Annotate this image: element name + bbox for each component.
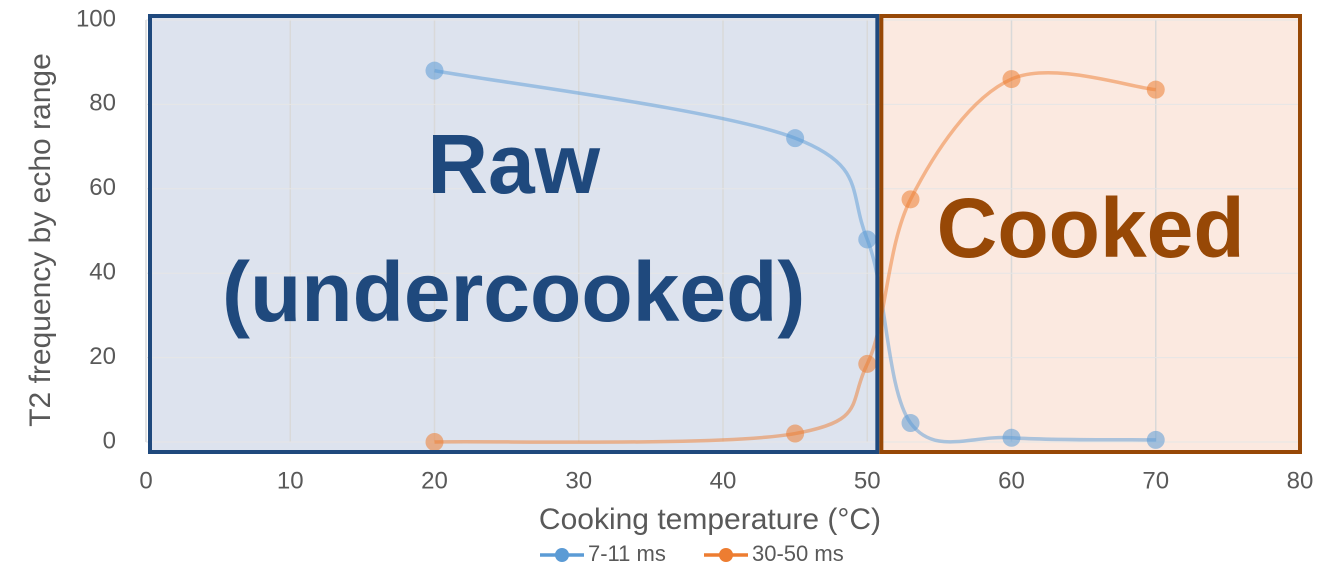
region-label: (undercooked) xyxy=(222,245,805,339)
data-point xyxy=(425,61,444,80)
data-point xyxy=(1002,428,1021,447)
region-box xyxy=(148,14,880,454)
data-point xyxy=(786,424,805,443)
data-point xyxy=(901,190,920,209)
x-tick-label: 40 xyxy=(710,467,737,494)
x-tick-label: 50 xyxy=(854,467,881,494)
data-point xyxy=(1002,70,1021,89)
x-tick-label: 0 xyxy=(139,467,152,494)
region-label: Raw xyxy=(427,117,600,211)
y-tick-label: 0 xyxy=(103,427,116,454)
x-tick-label: 70 xyxy=(1142,467,1169,494)
x-tick-label: 80 xyxy=(1287,467,1314,494)
legend-label: 30-50 ms xyxy=(752,541,844,566)
x-tick-label: 60 xyxy=(998,467,1025,494)
y-axis-title: T2 frequency by echo range xyxy=(24,53,57,427)
y-tick-label: 40 xyxy=(89,259,116,286)
legend-marker xyxy=(719,548,733,562)
x-tick-label: 30 xyxy=(565,467,592,494)
x-tick-label: 20 xyxy=(421,467,448,494)
data-point xyxy=(858,354,877,373)
region-fill xyxy=(881,16,1300,452)
data-point xyxy=(1146,430,1165,449)
data-point xyxy=(901,414,920,433)
y-tick-label: 100 xyxy=(76,5,116,32)
region-label: Cooked xyxy=(937,181,1245,275)
y-tick-label: 20 xyxy=(89,343,116,370)
y-tick-label: 80 xyxy=(89,90,116,117)
x-tick-label: 10 xyxy=(277,467,304,494)
region-fill xyxy=(150,16,878,452)
x-axis-title: Cooking temperature (°C) xyxy=(539,503,881,536)
data-point xyxy=(425,433,444,451)
region-box xyxy=(879,14,1302,454)
legend-label: 7-11 ms xyxy=(588,541,666,566)
data-point xyxy=(786,129,805,148)
data-point xyxy=(858,230,877,249)
data-point xyxy=(1146,80,1165,99)
y-tick-label: 60 xyxy=(89,174,116,201)
legend-marker xyxy=(555,548,569,562)
